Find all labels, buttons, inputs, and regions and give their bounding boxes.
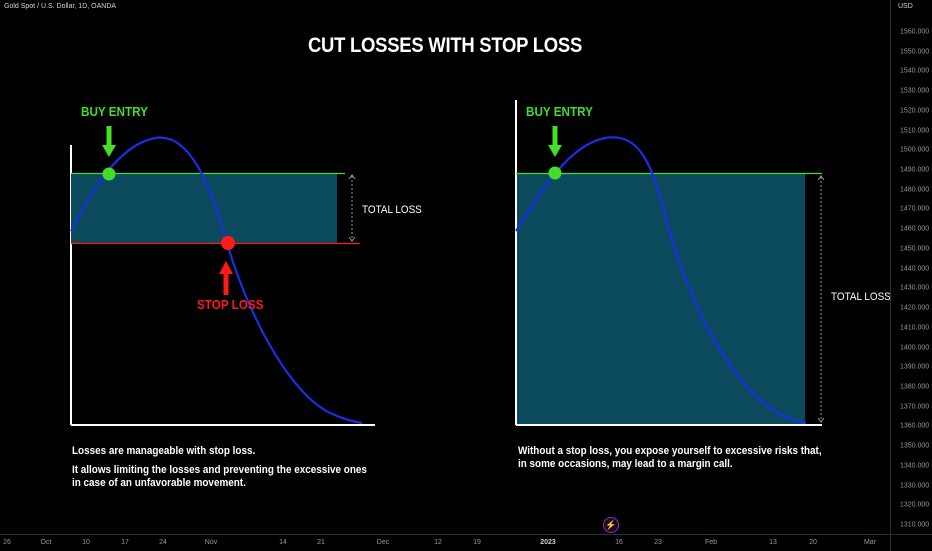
- time-tick: 23: [654, 539, 662, 546]
- time-tick: 17: [121, 539, 129, 546]
- currency-label[interactable]: USD: [898, 3, 913, 10]
- left-stop-arrow-icon: [219, 261, 233, 274]
- left-note-line3: in case of an unfavorable movement.: [72, 477, 246, 489]
- price-tick: 1340.000: [900, 462, 930, 470]
- time-axis[interactable]: 26 Oct 10 17 24 Nov 14 21 Dec 12 19 2023 16 23 Feb 13 20…: [0, 534, 890, 551]
- price-tick: 1470.000: [900, 205, 930, 213]
- time-tick: 21: [317, 539, 325, 546]
- price-tick: 1440.000: [900, 265, 930, 273]
- price-tick: 1460.000: [900, 225, 930, 233]
- symbol-label[interactable]: Gold Spot / U.S. Dollar, 1D, OANDA: [4, 3, 117, 10]
- price-tick: 1430.000: [900, 284, 930, 292]
- price-tick: 1480.000: [900, 186, 930, 194]
- price-tick: 1540.000: [900, 67, 930, 75]
- price-tick: 1360.000: [900, 422, 930, 430]
- price-tick: 1400.000: [900, 344, 930, 352]
- time-tick: 26: [3, 539, 11, 546]
- right-entry-point: [548, 166, 562, 180]
- left-entry-point: [102, 167, 116, 181]
- time-tick: Nov: [204, 539, 218, 546]
- chart-drawing: [70, 100, 825, 426]
- time-tick: 2023: [540, 539, 556, 546]
- right-buy-arrow-icon: [548, 145, 562, 157]
- time-tick: 13: [769, 539, 777, 546]
- price-tick: 1320.000: [900, 501, 930, 509]
- price-tick: 1500.000: [900, 146, 930, 154]
- price-tick: 1530.000: [900, 87, 930, 95]
- lightning-icon: ⚡: [605, 520, 617, 530]
- time-tick: Mar: [863, 539, 877, 546]
- time-tick: 19: [473, 539, 481, 546]
- left-panel-drawing: [70, 126, 375, 426]
- time-tick: 24: [159, 539, 167, 546]
- price-tick: 1410.000: [900, 324, 930, 332]
- price-tick: 1330.000: [900, 482, 930, 490]
- right-loss-zone: [517, 174, 805, 424]
- left-loss-zone: [71, 174, 337, 243]
- time-tick: 12: [434, 539, 442, 546]
- price-tick: 1420.000: [900, 304, 930, 312]
- right-panel-drawing: [515, 100, 825, 426]
- page-title: CUT LOSSES WITH STOP LOSS: [307, 34, 583, 57]
- left-stop-point: [221, 236, 235, 250]
- price-tick: 1550.000: [900, 48, 930, 56]
- left-buy-arrow-icon: [102, 145, 116, 157]
- time-tick: 14: [279, 539, 287, 546]
- price-tick: 1510.000: [900, 127, 930, 135]
- price-tick: 1390.000: [900, 363, 930, 371]
- time-tick: 20: [809, 539, 817, 546]
- price-tick: 1310.000: [900, 521, 930, 529]
- left-total-loss-label: TOTAL LOSS: [362, 204, 422, 216]
- price-tick: 1370.000: [900, 403, 930, 411]
- price-axis[interactable]: 1560.000 1550.000 1540.000 1530.000 1520.000…: [890, 0, 932, 535]
- axis-corner[interactable]: [890, 534, 932, 551]
- price-tick: 1350.000: [900, 442, 930, 450]
- left-stop-loss-label: STOP LOSS: [197, 297, 264, 312]
- events-button[interactable]: ⚡: [603, 517, 619, 533]
- right-note-line1: Without a stop loss, you expose yourself…: [518, 445, 822, 457]
- price-tick: 1490.000: [900, 166, 930, 174]
- time-tick: 10: [82, 539, 90, 546]
- left-buy-entry-label: BUY ENTRY: [81, 104, 148, 119]
- left-note-line2: It allows limiting the losses and preven…: [72, 464, 367, 476]
- right-price-curve: [515, 136, 807, 425]
- price-tick: 1560.000: [900, 28, 930, 36]
- price-tick: 1450.000: [900, 245, 930, 253]
- left-note-line1: Losses are manageable with stop loss.: [72, 445, 256, 457]
- right-total-loss-label: TOTAL LOSS: [831, 291, 891, 303]
- time-tick: 16: [615, 539, 623, 546]
- time-tick: Oct: [40, 539, 52, 546]
- right-buy-entry-label: BUY ENTRY: [526, 104, 593, 119]
- price-tick: 1520.000: [900, 107, 930, 115]
- price-tick: 1380.000: [900, 383, 930, 391]
- time-tick: Dec: [376, 539, 390, 546]
- right-note-line2: in some occasions, may lead to a margin …: [518, 458, 733, 470]
- time-tick: Feb: [704, 539, 718, 546]
